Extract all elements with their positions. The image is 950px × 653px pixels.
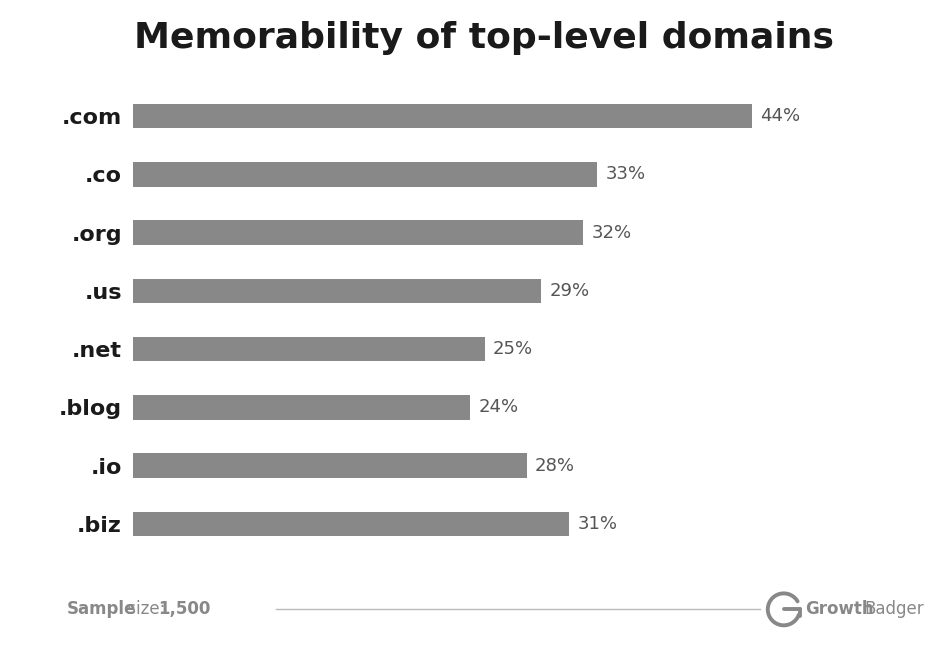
Title: Memorability of top-level domains: Memorability of top-level domains: [135, 21, 834, 55]
Text: 32%: 32%: [591, 223, 632, 242]
Bar: [133, 221, 583, 245]
Text: Sample: Sample: [66, 599, 136, 618]
Text: 29%: 29%: [549, 282, 589, 300]
Bar: [133, 279, 541, 303]
Text: 31%: 31%: [578, 515, 618, 533]
Bar: [133, 395, 470, 419]
Text: 28%: 28%: [535, 456, 575, 475]
Bar: [133, 337, 484, 361]
Bar: [133, 162, 597, 187]
Bar: [133, 453, 526, 478]
Text: Growth: Growth: [806, 599, 874, 618]
Bar: [133, 104, 751, 129]
Text: 44%: 44%: [760, 107, 800, 125]
Text: 25%: 25%: [493, 340, 533, 358]
Text: 33%: 33%: [605, 165, 646, 183]
Text: 24%: 24%: [479, 398, 519, 417]
Bar: [133, 511, 569, 536]
Text: size:: size:: [122, 599, 170, 618]
Text: Badger: Badger: [864, 599, 924, 618]
Text: 1,500: 1,500: [158, 599, 210, 618]
